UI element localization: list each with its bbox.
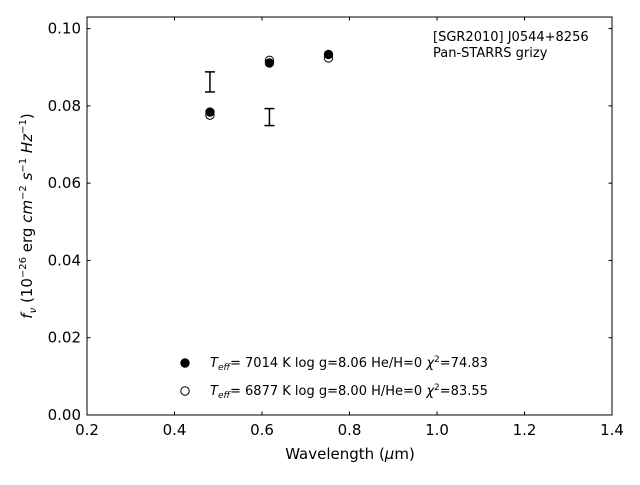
x-tick-label: 0.6 <box>250 421 274 439</box>
x-tick-label: 0.4 <box>163 421 187 439</box>
y-tick-label: 0.08 <box>48 97 81 115</box>
axis-ticks: 0.2 0.4 0.6 0.8 1.0 1.2 1.4 0.00 0.02 0.04 0.06 0.0… <box>48 17 624 439</box>
y-tick-label: 0.02 <box>48 329 81 347</box>
legend-marker-filled <box>180 358 190 368</box>
model-point-filled <box>264 58 275 68</box>
model-point-filled <box>205 107 215 117</box>
y-tick-label: 0.10 <box>48 20 81 38</box>
x-tick-label: 0.2 <box>75 421 99 439</box>
observed-error-bar <box>204 71 215 93</box>
y-tick-label: 0.00 <box>48 406 81 424</box>
x-axis-label: Wavelength (μm) <box>285 445 415 463</box>
legend-entry-2: Teff= 6877 K log g=8.00 H/He=0 χ2=83.55 <box>210 383 488 401</box>
plot-marks <box>204 49 334 127</box>
observed-error-bar <box>264 107 275 127</box>
x-tick-label: 1.0 <box>425 421 449 439</box>
x-tick-label: 0.8 <box>338 421 362 439</box>
y-tick-label: 0.06 <box>48 174 81 192</box>
annotation-line-1: [SGR2010] J0544+8256 <box>433 30 589 45</box>
y-tick-label: 0.04 <box>48 251 81 269</box>
legend: Teff= 7014 K log g=8.06 He/H=0 χ2=74.83 … <box>180 355 488 401</box>
x-tick-label: 1.4 <box>600 421 624 439</box>
model-point-filled <box>323 49 334 60</box>
annotation-line-2: Pan-STARRS grizy <box>433 46 548 61</box>
legend-entry-1: Teff= 7014 K log g=8.06 He/H=0 χ2=74.83 <box>210 355 488 373</box>
x-tick-label: 1.2 <box>513 421 537 439</box>
legend-marker-open <box>180 386 190 396</box>
y-axis-label: fν (10−26 erg cm−2 s−1 Hz−1) <box>18 113 39 318</box>
